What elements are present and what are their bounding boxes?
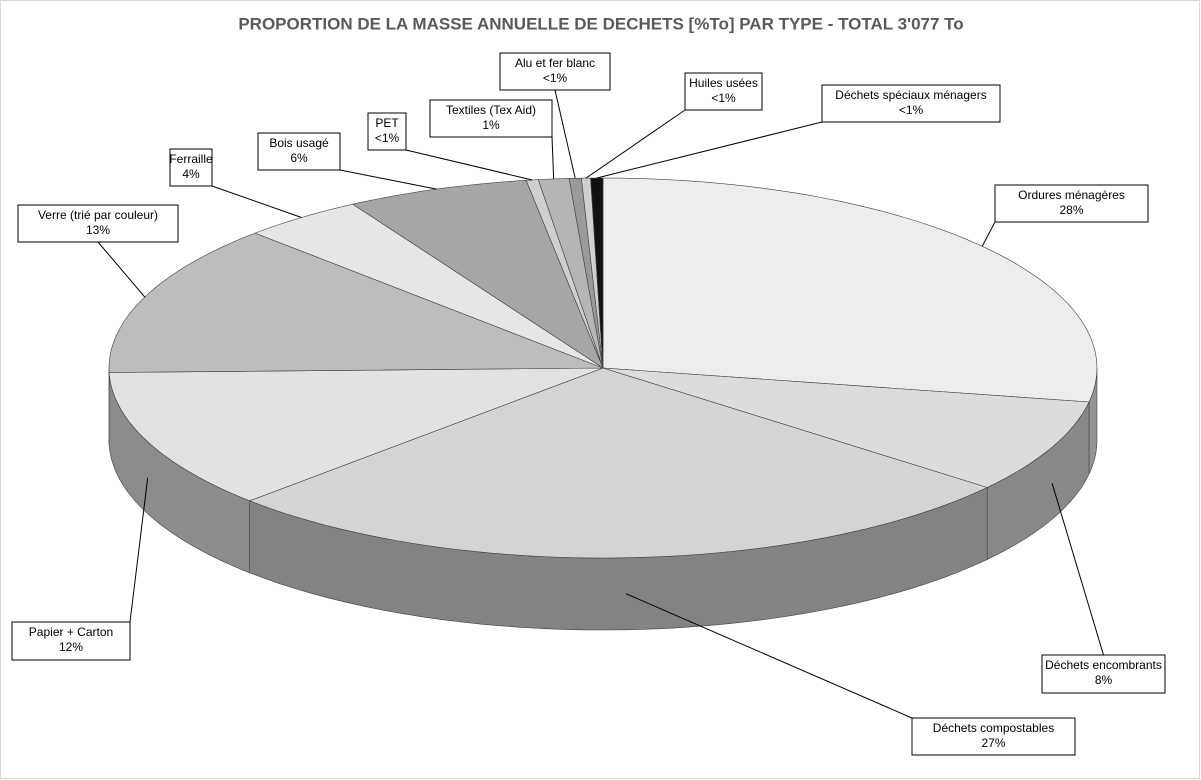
pie-slice	[602, 177, 1098, 403]
leader-line	[554, 89, 576, 179]
leader-line	[625, 593, 913, 719]
pie-slice	[351, 179, 604, 369]
category-label: PET	[375, 116, 399, 130]
pie-slice	[248, 367, 989, 559]
category-label: Déchets compostables	[933, 721, 1054, 735]
label-box	[17, 204, 179, 243]
label-box	[684, 72, 763, 111]
category-label: Huiles usées	[689, 76, 758, 90]
label-box	[257, 132, 341, 171]
category-label: Déchets spéciaux ménagers	[835, 88, 986, 102]
value-label: 1%	[482, 118, 500, 132]
value-label: 6%	[290, 151, 308, 165]
pie-slice	[590, 177, 604, 369]
value-label: 4%	[182, 167, 200, 181]
leader-line	[596, 121, 823, 179]
category-label: Verre (trié par couleur)	[38, 208, 158, 222]
value-label: 28%	[1059, 203, 1083, 217]
value-label: 8%	[1095, 673, 1113, 687]
leader-line	[129, 477, 149, 623]
category-label: Alu et fer blanc	[515, 56, 595, 70]
category-label: Déchets encombrants	[1045, 658, 1162, 672]
category-label: Ordures ménagères	[1018, 188, 1125, 202]
leader-line	[551, 136, 555, 179]
leader-line	[405, 149, 533, 181]
label-box	[499, 52, 611, 91]
label-box	[994, 184, 1149, 223]
label-box	[11, 621, 131, 661]
leader-line	[97, 241, 146, 298]
label-box	[169, 148, 213, 187]
value-label: <1%	[899, 103, 924, 117]
label-box	[1041, 654, 1166, 694]
label-box	[821, 84, 1001, 123]
leader-line	[981, 221, 996, 247]
label-box	[429, 99, 553, 138]
label-box	[367, 112, 407, 151]
value-label: <1%	[711, 91, 736, 105]
value-label: 27%	[981, 736, 1005, 750]
category-label: Papier + Carton	[29, 625, 113, 639]
value-label: <1%	[375, 131, 400, 145]
leader-line	[1051, 483, 1104, 656]
leader-line	[211, 185, 302, 218]
chart-title: PROPORTION DE LA MASSE ANNUELLE DE DECHE…	[238, 14, 963, 33]
pie-slice	[108, 367, 604, 502]
category-label: Bois usagé	[269, 136, 329, 150]
value-label: 12%	[59, 640, 83, 654]
leader-line	[585, 109, 686, 179]
category-label: Textiles (Tex Aid)	[446, 103, 536, 117]
pie-slice	[108, 232, 604, 373]
pie-slice	[602, 367, 1090, 488]
label-box	[911, 717, 1076, 756]
category-label: Ferraille	[169, 152, 213, 166]
value-label: 13%	[86, 223, 110, 237]
value-label: <1%	[543, 71, 568, 85]
leader-line	[339, 169, 437, 190]
